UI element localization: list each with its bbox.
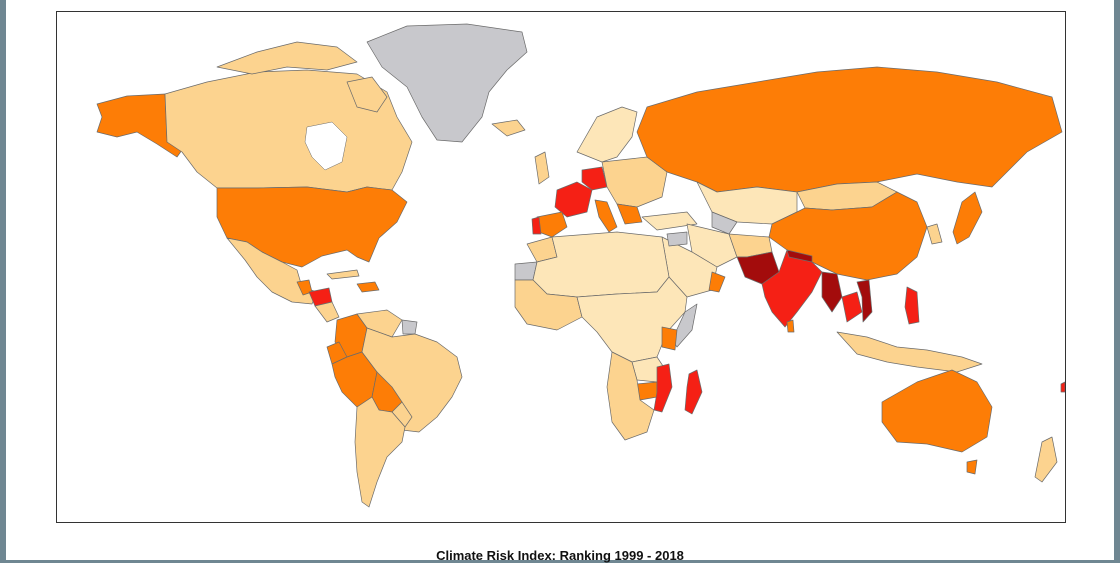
map-title: Climate Risk Index: Ranking 1999 - 2018 [436,548,684,563]
arctic-islands [216,41,358,75]
united-kingdom [534,151,550,185]
southern-africa [606,351,655,441]
iceland [491,119,526,137]
cuba [326,269,360,280]
french-guiana [401,319,418,335]
hudson-bay [304,121,348,171]
korea [926,223,943,245]
japan [952,191,983,245]
greenland [366,23,528,143]
russia [636,66,1063,193]
mozambique [653,363,673,413]
scandinavia [576,106,638,163]
thailand [841,291,863,323]
new-zealand [1034,436,1058,483]
fiji [1060,381,1065,393]
central-america [314,301,340,323]
madagascar [684,369,703,415]
argentina [354,396,406,508]
myanmar [821,271,843,313]
indonesia [836,331,983,373]
iraq [666,231,688,247]
vietnam [856,279,873,323]
zimbabwe [636,381,658,401]
india [761,249,823,328]
turkey [641,211,698,231]
baffin-island [346,76,388,113]
portugal [531,216,542,235]
germany [581,166,608,191]
nepal [786,249,813,263]
slide: Climate Risk Index: Ranking 1999 - 2018 [6,0,1114,563]
balkans [616,203,643,225]
france [554,181,593,218]
italy [594,199,618,233]
kenya [661,326,678,351]
philippines [904,286,920,325]
spain [536,211,568,238]
oman [708,271,726,293]
alaska [96,93,183,158]
sri-lanka [786,319,795,333]
world-map [96,23,1065,508]
australia [881,369,993,453]
tasmania [966,459,978,475]
north-africa [532,231,670,298]
world-map-frame [56,11,1066,523]
haiti [356,281,380,293]
venezuela [356,309,403,338]
